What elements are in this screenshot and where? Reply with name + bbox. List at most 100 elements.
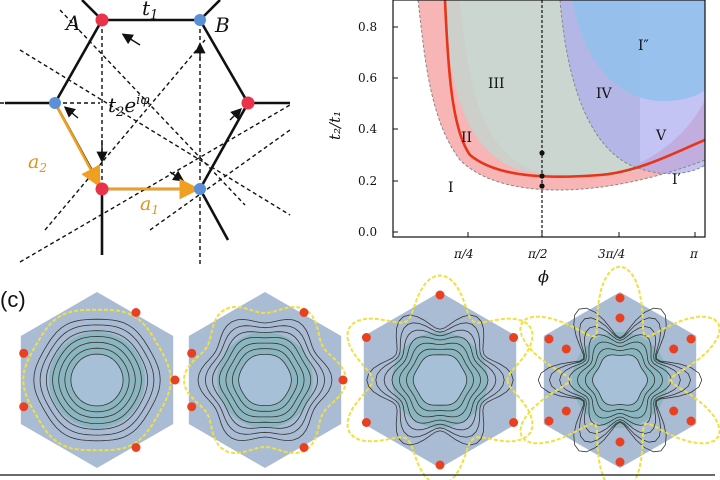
fermi-panel-1 [19, 292, 180, 468]
y-axis-label: t₂/t₁ [326, 111, 344, 140]
fermi-surface [346, 274, 534, 480]
node-dot [187, 348, 197, 358]
node-dot [544, 334, 554, 344]
label-t1: t1 [142, 0, 158, 23]
node-dot [187, 402, 197, 412]
y-tick-label: 0.6 [358, 71, 377, 85]
energy-contour [412, 354, 468, 406]
node-dot [544, 416, 554, 426]
node-dot [561, 344, 571, 354]
node-dot [131, 443, 141, 452]
node-dot [361, 418, 371, 427]
label-site-a: A [64, 11, 80, 35]
site-b-left [49, 97, 61, 109]
node-dot [19, 402, 29, 412]
site-b-bottom [194, 183, 206, 195]
y-tick-label: 0.0 [358, 225, 377, 239]
label-t2-phase: t2eiφ [108, 93, 150, 120]
energy-contour [204, 325, 326, 435]
energy-contour [398, 342, 482, 418]
site-a-right [241, 96, 255, 110]
fermi-panel-2 [182, 292, 348, 468]
fermi-panel-4 [519, 265, 720, 480]
node-dot [669, 344, 679, 354]
site-a-top [95, 13, 109, 27]
site-b-top [194, 14, 206, 26]
nnn-dashed-lines [0, 9, 291, 265]
node-dot [615, 293, 625, 303]
energy-contour [366, 314, 514, 446]
node-dot [561, 406, 571, 416]
vector-a2 [53, 102, 101, 188]
region-label-v: V [655, 128, 667, 144]
node-dot [509, 418, 519, 427]
energy-contour [576, 341, 664, 419]
label-a2: a2 [28, 151, 47, 175]
energy-contour [406, 348, 474, 412]
critical-line [443, 0, 705, 179]
region-label-iv: IV [596, 86, 613, 102]
energy-contour [197, 318, 333, 442]
y-tick-label: 0.4 [358, 122, 377, 136]
node-dot [509, 333, 519, 342]
node-dot [131, 308, 141, 317]
energy-contour [537, 307, 703, 453]
energy-contour [218, 337, 312, 423]
energy-contour [383, 329, 497, 431]
energy-contour [238, 354, 292, 406]
energy-contour [391, 336, 489, 424]
energy-contour [211, 331, 319, 429]
energy-contour [52, 335, 142, 425]
y-tick-label: 0.8 [358, 20, 377, 34]
node-dot [686, 416, 696, 426]
nnn-arrows [63, 33, 242, 182]
x-axis-label: ϕ [538, 267, 549, 286]
energy-contour [592, 354, 648, 406]
site-a-bottom [95, 182, 109, 196]
region-label-i-double-prime: I″ [638, 38, 649, 54]
label-a1: a1 [140, 193, 159, 217]
x-ticks [467, 232, 696, 237]
energy-contour [375, 322, 505, 438]
energy-contour [225, 342, 305, 418]
node-dot [669, 406, 679, 416]
x-tick-label: 3π/4 [598, 247, 625, 261]
x-tick-label: π/2 [527, 247, 548, 261]
node-dot [338, 375, 348, 385]
energy-contour [33, 318, 161, 442]
node-dot [435, 460, 445, 470]
panel-c-label: (c) [0, 287, 26, 312]
energy-contour [64, 347, 130, 413]
node-dot [170, 375, 180, 385]
node-dot [299, 443, 309, 452]
phase-regions [417, 0, 705, 237]
energy-contour [559, 326, 681, 434]
region-label-i-prime: I′ [672, 172, 681, 188]
node-dot [299, 308, 309, 317]
phase-diagram-panel: 0.0 0.2 0.4 0.6 0.8 π/4 π/2 3π/4 π t₂/t₁… [326, 0, 706, 286]
fermi-surface-panels [19, 265, 720, 480]
y-ticks [393, 26, 398, 233]
node-dot [19, 348, 29, 358]
primitive-vectors [53, 102, 201, 200]
energy-contour [45, 330, 149, 430]
region-i-double-prime-area [572, 0, 705, 101]
node-dot [686, 334, 696, 344]
fermi-surface [519, 265, 720, 480]
node-dot [615, 313, 625, 323]
energy-contour [548, 317, 692, 443]
energy-contour [231, 348, 299, 412]
label-site-b: B [214, 13, 230, 37]
x-tick-label: π [689, 247, 699, 261]
region-label-ii: II [461, 130, 472, 146]
energy-contour [70, 353, 124, 407]
node-dot [435, 290, 445, 300]
fermi-panel-3 [346, 274, 534, 480]
energy-contour [584, 348, 656, 412]
x-tick-label: π/4 [453, 247, 474, 261]
region-label-iii: III [488, 76, 505, 92]
plot-frame [392, 0, 706, 238]
energy-contour [39, 324, 155, 436]
region-label-i: I [448, 180, 454, 196]
